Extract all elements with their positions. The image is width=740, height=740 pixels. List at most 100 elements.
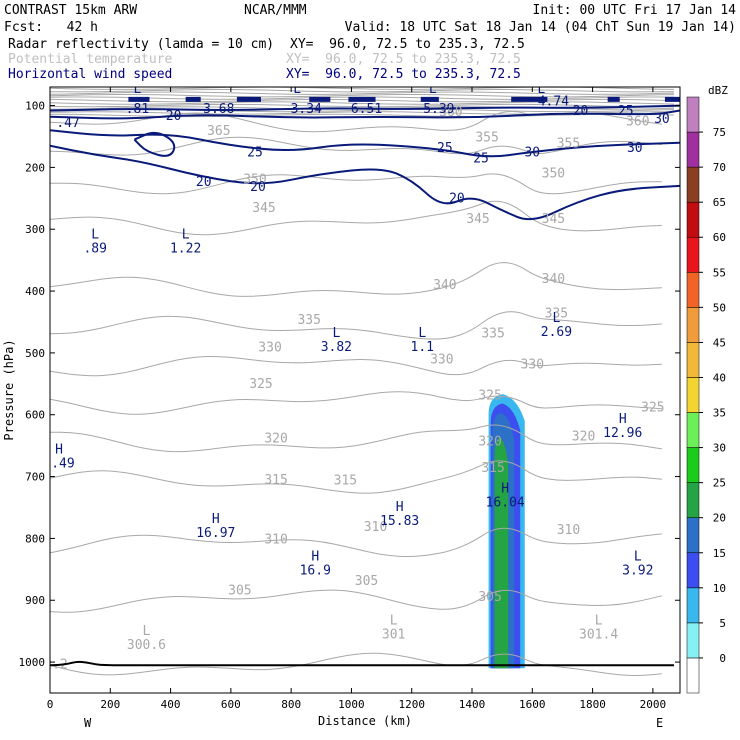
colorbar-swatch — [686, 236, 700, 273]
wind-label: 25 — [437, 141, 453, 156]
top-low-marker: L — [293, 82, 301, 97]
colorbar-swatch — [686, 201, 700, 238]
extremum-value: 7.49 — [43, 456, 74, 471]
theta-label: 355 — [557, 137, 580, 152]
x-tick-label: 1400 — [459, 698, 486, 711]
top-value-label: 5.39 — [423, 102, 454, 117]
theta-label: 345 — [542, 212, 565, 227]
theta-label: 305 — [478, 590, 501, 605]
plot-background — [50, 87, 680, 693]
theta-contour-strat — [50, 91, 675, 95]
colorbar-swatch — [686, 96, 700, 133]
theta-label: 310 — [264, 532, 287, 547]
theta-label: 305 — [355, 574, 378, 589]
theta-contour-strat — [50, 93, 675, 98]
extremum-value: .89 — [83, 242, 106, 257]
colorbar-label: 15 — [713, 547, 726, 560]
field-wind-xy: XY= 96.0, 72.5 to 235.3, 72.5 — [286, 67, 521, 82]
theta-label: 320 — [478, 435, 501, 450]
high-marker: H — [501, 481, 509, 496]
wind-label: 30 — [627, 141, 643, 156]
theta-label: 345 — [466, 212, 489, 227]
terrain-line — [49, 660, 674, 667]
colorbar-swatch — [686, 482, 700, 518]
wind-contour — [50, 104, 680, 112]
x-tick-label: 0 — [47, 698, 54, 711]
top-low-marker: L — [537, 82, 545, 97]
extremum-value: 1.22 — [170, 242, 201, 257]
top-value-label: 3.34 — [291, 102, 322, 117]
colorbar-label: 10 — [713, 582, 726, 595]
x-tick-label: 800 — [281, 698, 301, 711]
theta-label: 335 — [297, 313, 320, 328]
colorbar-swatch — [686, 342, 700, 378]
colorbar-label: 70 — [713, 161, 726, 174]
low-marker: L — [332, 326, 340, 341]
colorbar-label: 30 — [713, 442, 726, 455]
theta-label: 335 — [545, 307, 568, 322]
high-marker: H — [396, 500, 404, 515]
colorbar-swatch — [686, 377, 700, 413]
wind-label: 20 — [573, 104, 589, 119]
colorbar-label: 35 — [713, 407, 726, 420]
east-label: E — [656, 716, 663, 730]
forecast-hour: Fcst: 42 h — [4, 20, 98, 35]
x-tick-label: 1600 — [519, 698, 546, 711]
theta-label: 350 — [243, 172, 266, 187]
extremum-value: 16.97 — [196, 526, 235, 541]
y-tick-label: 900 — [25, 594, 45, 607]
model-title: CONTRAST 15km ARW — [4, 3, 137, 18]
theta-contour-345 — [50, 200, 662, 236]
y-tick-label: 400 — [25, 285, 45, 298]
extremum-value: 301 — [382, 628, 405, 643]
top-value-label: .81 — [126, 102, 149, 117]
x-axis: 0 200 400 600 800 1000 1200 1400 1600 1800 2000 — [47, 87, 666, 711]
colorbar-unit: dBZ — [708, 84, 728, 97]
colorbar-label: 65 — [713, 196, 726, 209]
theta-contour-355 — [50, 136, 662, 156]
wind-contour — [133, 131, 176, 157]
extremum-value: 12.96 — [603, 426, 642, 441]
extremum-value: 300.6 — [127, 638, 166, 653]
colorbar-label: 40 — [713, 371, 726, 384]
colorbar: dBZ 0 5 10 15 20 25 30 35 40 45 50 55 60 65 70 75 — [686, 84, 728, 694]
wind-label: 25 — [618, 104, 634, 119]
theta-contour-strat — [50, 101, 675, 105]
theta-contour-335 — [50, 311, 662, 340]
y-tick-label: 300 — [25, 223, 45, 236]
x-tick-label: 600 — [221, 698, 241, 711]
top-low-marker: L — [134, 82, 142, 97]
extremum-value: 16.9 — [300, 563, 331, 578]
high-marker: H — [55, 442, 63, 457]
y-axis-label: Pressure (hPa) — [2, 339, 16, 440]
theta-label: 340 — [542, 272, 565, 287]
theta-contour-325 — [50, 391, 662, 415]
colorbar-label: 45 — [713, 336, 726, 349]
theta-label: 305 — [228, 584, 251, 599]
colorbar-label: 20 — [713, 512, 726, 525]
field-reflectivity-xy: XY= 96.0, 72.5 to 235.3, 72.5 — [290, 37, 525, 52]
field-theta-xy: XY= 96.0, 72.5 to 235.3, 72.5 — [286, 52, 521, 67]
wind-label: 20 — [166, 109, 182, 124]
theta-contour-350 — [50, 173, 662, 195]
theta-label: 350 — [542, 166, 565, 181]
wind-label: 20 — [196, 175, 212, 190]
colorbar-swatch — [686, 412, 700, 448]
theta-label: 325 — [249, 377, 272, 392]
wind-contour — [50, 129, 680, 158]
field-reflectivity-name: Radar reflectivity (lamda = 10 cm) — [8, 37, 274, 52]
theta-contour-310 — [50, 527, 662, 557]
theta-label: 310 — [364, 520, 387, 535]
theta-contour-strat — [50, 113, 675, 118]
wind-label: 20 — [250, 180, 266, 195]
theta-label: 355 — [475, 130, 498, 145]
colorbar-swatch — [686, 517, 700, 554]
colorbar-label: 75 — [713, 126, 726, 139]
colorbar-swatch — [686, 587, 700, 624]
colorbar-swatch — [686, 131, 700, 168]
theta-label: 320 — [264, 432, 287, 447]
theta-contour-305 — [50, 589, 663, 613]
low-marker: L — [634, 549, 642, 564]
